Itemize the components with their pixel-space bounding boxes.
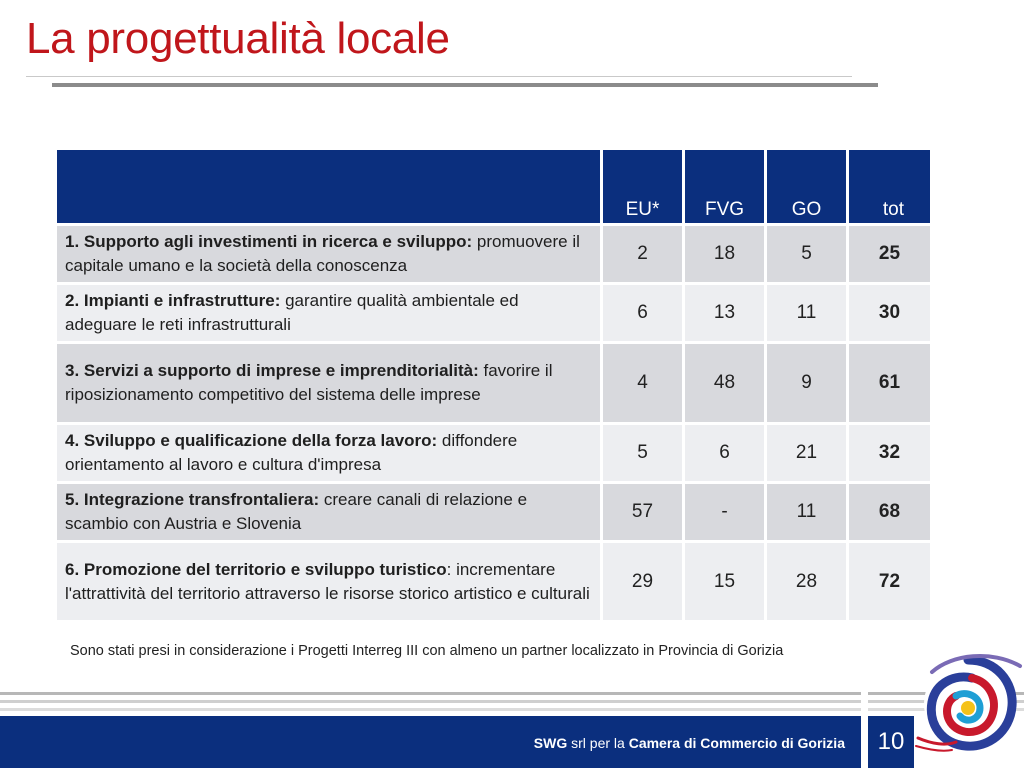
cell-go: 5 [764,223,849,285]
footer-bar: SWG srl per la Camera di Commercio di Go… [0,716,861,768]
row-description: 3. Servizi a supporto di imprese e impre… [54,341,603,425]
footer-client: Camera di Commercio di Gorizia [628,735,845,751]
slide-title: La progettualità locale [26,14,450,63]
header-tot: tot [846,147,933,226]
row-detail: garantire qualità ambientale ed adeguare… [65,291,519,334]
cell-fvg: 15 [682,540,767,623]
cell-tot: 61 [846,341,933,425]
footer-divider-3 [0,708,861,711]
row-detail: promuovere il capitale umano e la societ… [65,232,580,275]
title-divider-thick [52,83,878,87]
row-description: 5. Integrazione transfrontaliera: creare… [54,481,603,543]
footer-credit: SWG srl per la Camera di Commercio di Go… [534,735,845,751]
header-label-cell [54,147,603,226]
title-divider-thin [26,76,852,77]
cell-fvg: - [682,481,767,543]
cell-fvg: 48 [682,341,767,425]
row-title: 5. Integrazione transfrontaliera: [65,490,320,509]
header-go: GO [764,147,849,226]
row-title: 1. Supporto agli investimenti in ricerca… [65,232,473,251]
cell-go: 28 [764,540,849,623]
row-title: 2. Impianti e infrastrutture: [65,291,281,310]
cell-eu: 29 [600,540,685,623]
row-title: 4. Sviluppo e qualificazione della forza… [65,431,438,450]
footer-middle: srl per la [567,735,629,751]
table-row: 4. Sviluppo e qualificazione della forza… [54,422,933,484]
swirl-logo-icon [915,654,1022,752]
table-row: 3. Servizi a supporto di imprese e impre… [54,341,933,425]
cell-fvg: 6 [682,422,767,484]
cell-go: 21 [764,422,849,484]
row-detail: creare canali di relazione e scambio con… [65,490,528,533]
footer-brand: SWG [533,735,568,751]
cell-tot: 72 [846,540,933,623]
row-description: 2. Impianti e infrastrutture: garantire … [54,282,603,344]
cell-go: 11 [764,282,849,344]
table-row: 1. Supporto agli investimenti in ricerca… [54,223,933,285]
row-description: 1. Supporto agli investimenti in ricerca… [54,223,603,285]
cell-eu: 2 [600,223,685,285]
row-detail: diffondere orientamento al lavoro e cult… [65,431,518,474]
footer-divider-1 [0,692,861,695]
cell-tot: 68 [846,481,933,543]
cell-fvg: 18 [682,223,767,285]
header-fvg: FVG [682,147,767,226]
table-row: 5. Integrazione transfrontaliera: creare… [54,481,933,543]
header-eu: EU* [600,147,685,226]
cell-go: 11 [764,481,849,543]
row-description: 4. Sviluppo e qualificazione della forza… [54,422,603,484]
cell-go: 9 [764,341,849,425]
cell-eu: 6 [600,282,685,344]
footer-divider-2 [0,700,861,703]
page-number: 10 [868,716,914,768]
projects-table: EU* FVG GO tot 1. Supporto agli investim… [54,147,933,623]
table-row: 6. Promozione del territorio e sviluppo … [54,540,933,623]
table-row: 2. Impianti e infrastrutture: garantire … [54,282,933,344]
row-description: 6. Promozione del territorio e sviluppo … [54,540,603,623]
footnote: Sono stati presi in considerazione i Pro… [70,643,784,659]
cell-eu: 5 [600,422,685,484]
cell-tot: 30 [846,282,933,344]
cell-tot: 25 [846,223,933,285]
table-header-row: EU* FVG GO tot [54,147,933,226]
cell-fvg: 13 [682,282,767,344]
row-detail: favorire il riposizionamento competitivo… [65,361,553,404]
row-title: 6. Promozione del territorio e sviluppo … [65,559,447,579]
row-detail: : incrementare l'attrattività del territ… [65,559,590,603]
cell-eu: 57 [600,481,685,543]
cell-tot: 32 [846,422,933,484]
cell-eu: 4 [600,341,685,425]
row-title: 3. Servizi a supporto di imprese e impre… [65,361,479,380]
